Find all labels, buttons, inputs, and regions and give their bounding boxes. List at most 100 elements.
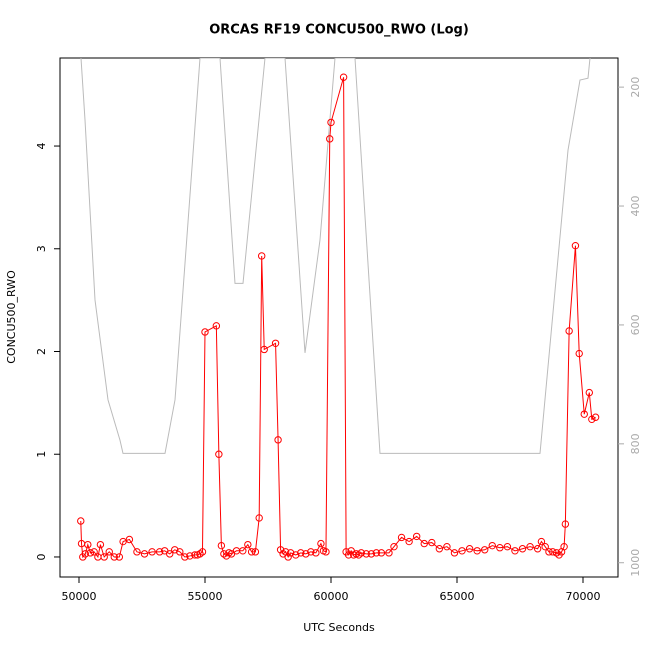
data-point [220,550,228,558]
y2-tick-label: 800 [629,433,642,454]
y-axis-label: CONCU500_RWO [5,270,18,364]
data-point [96,540,105,549]
data-point [561,520,570,528]
data-point [247,548,256,556]
y2-tick-label: 600 [629,314,642,335]
data-point [307,548,315,556]
y2-tick-label: 1000 [629,549,642,577]
data-point [86,549,95,557]
data-point [271,339,280,347]
data-point [327,118,335,127]
y2-tick-label: 400 [629,196,642,217]
data-point [260,345,268,354]
data-point [133,548,141,556]
data-point [215,450,223,458]
x-axis-label: UTC Seconds [303,621,375,634]
series-line [80,58,591,454]
data-point [465,545,474,553]
data-point [326,135,334,143]
data-point [503,542,512,551]
data-point [458,547,466,555]
data-point [191,551,199,559]
data-point [412,532,421,541]
data-point [274,436,282,444]
y-tick-label: 4 [35,143,48,150]
data-point [580,410,588,418]
data-point [322,548,330,556]
data-point [355,551,363,559]
x-tick-label: 60000 [313,590,348,603]
data-point [533,545,542,553]
data-point [217,541,226,550]
data-point [511,547,519,555]
data-point [390,542,398,551]
data-point [257,252,266,260]
data-point [297,549,305,557]
y-tick-label: 2 [35,348,48,355]
data-point [198,548,207,556]
data-point [443,542,451,551]
y-tick-label: 3 [35,245,48,252]
data-point [166,550,174,558]
data-point [552,549,561,557]
data-point [435,545,444,553]
data-point [276,546,285,554]
data-point [549,548,557,556]
data-point [585,388,593,397]
data-point [115,553,124,561]
data-point [140,550,149,558]
x-tick-label: 55000 [187,590,222,603]
data-point [518,545,527,553]
data-point [77,517,85,525]
data-point [362,550,370,558]
data-point [367,550,376,558]
data-point [125,535,134,544]
data-point [255,514,263,522]
data-point [84,540,92,549]
x-tick-label: 50000 [62,590,97,603]
data-point [428,538,436,547]
data-point [244,540,252,549]
data-point [171,546,179,554]
data-point [344,551,353,559]
data-point [339,73,348,81]
x-tick-label: 65000 [439,590,474,603]
data-point [81,550,90,558]
data-point [571,241,580,250]
data-point [588,415,596,424]
data-point [473,547,481,555]
data-point [405,537,413,546]
data-point [545,548,553,556]
data-point [481,546,489,554]
data-point [357,549,365,557]
data-point [186,552,194,560]
data-point [526,542,534,551]
data-point [90,548,98,556]
data-point [148,548,156,556]
data-point [181,553,189,561]
data-point [488,541,496,550]
data-point [591,413,600,421]
data-point [302,550,310,558]
data-point [397,533,406,542]
data-point [565,327,573,335]
chart-title: ORCAS RF19 CONCU500_RWO (Log) [209,23,469,38]
data-point [537,537,546,546]
series-line [80,77,596,559]
y-tick-label: 1 [35,451,48,458]
data-point [196,550,204,558]
data-point [100,553,108,561]
data-point [251,548,260,556]
x-tick-label: 70000 [565,590,600,603]
plot-area [77,58,600,561]
data-point [201,328,209,336]
data-point [105,548,113,556]
data-point [239,547,247,555]
data-point [560,542,568,551]
data-point [155,548,164,556]
data-point [372,549,381,557]
data-point [575,349,583,358]
data-point [377,549,386,557]
data-point [385,549,393,557]
